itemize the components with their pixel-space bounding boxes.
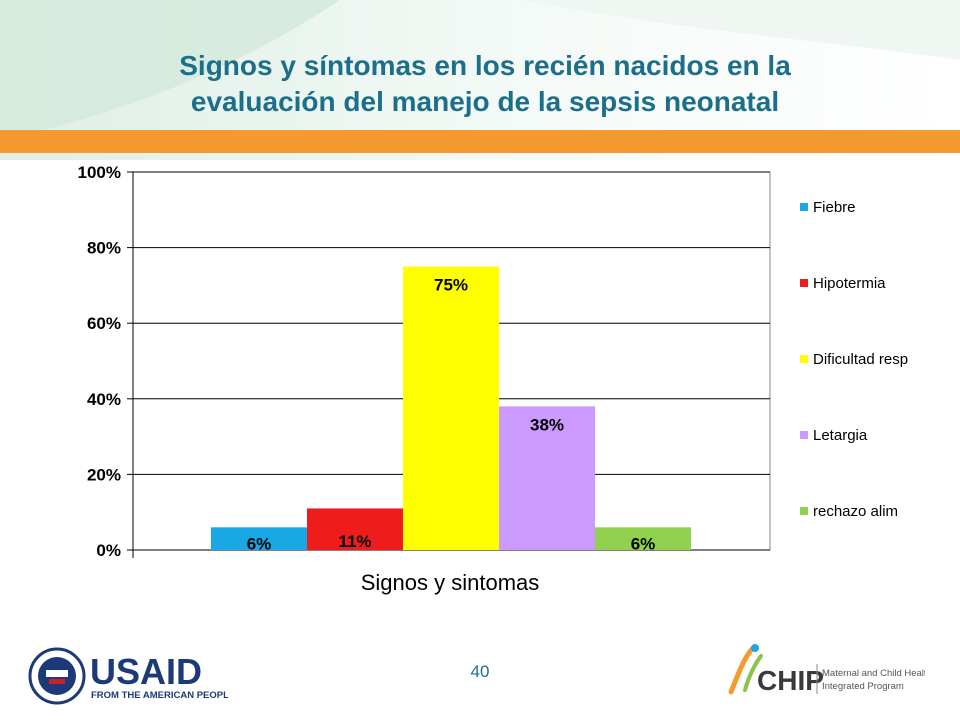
usaid-tagline: FROM THE AMERICAN PEOPLE [91, 690, 228, 701]
orange-divider-band [0, 130, 960, 153]
mchip-tagline-2: Integrated Program [822, 681, 904, 692]
data-labels: 6% 11% 75% 38% 6% [247, 276, 656, 554]
usaid-logo: USAID FROM THE AMERICAN PEOPLE [28, 647, 228, 705]
legend-swatch [800, 279, 808, 287]
data-label: 6% [631, 534, 656, 553]
title-line-2: evaluación del manejo de la sepsis neona… [190, 86, 780, 117]
bar-dificultad-resp [403, 266, 499, 550]
legend-label: Hipotermia [813, 275, 886, 292]
y-axis-ticks: 0% 20% 40% 60% 80% 100% [78, 163, 121, 560]
bar-chart: 0% 20% 40% 60% 80% 100% 6% 11% 75% 38% 6% Fiebre H… [78, 163, 909, 595]
data-label: 11% [338, 532, 371, 551]
page-number: 40 [470, 662, 490, 681]
chart-bars [211, 266, 691, 550]
mchip-tagline-1: Maternal and Child Health [822, 668, 925, 679]
bar-fiebre [211, 527, 307, 550]
legend-swatch [800, 431, 808, 439]
legend-label: Fiebre [813, 199, 856, 216]
y-tick-label: 0% [96, 541, 121, 560]
y-tick-label: 40% [87, 390, 121, 409]
y-tick-label: 100% [78, 163, 121, 182]
y-tick-label: 80% [87, 239, 121, 258]
slide-title: Signos y síntomas en los recién nacidos … [60, 48, 910, 120]
mchip-logo: CHIP Maternal and Child Health Integrate… [728, 644, 925, 696]
legend-label: Dificultad resp [813, 351, 908, 368]
y-tick-label: 60% [87, 314, 121, 333]
legend-swatch [800, 507, 808, 515]
mchip-wordmark: CHIP [757, 665, 824, 696]
chart-legend: Fiebre Hipotermia Dificultad resp Letargia r… [800, 199, 908, 520]
usaid-wordmark: USAID [90, 651, 202, 692]
data-label: 38% [530, 415, 564, 434]
data-label: 75% [434, 276, 468, 295]
bar-letargia [499, 406, 595, 550]
x-axis-label: Signos y sintomas [361, 570, 540, 595]
legend-label: Letargia [813, 427, 868, 444]
legend-swatch [800, 355, 808, 363]
data-label: 6% [247, 534, 272, 553]
bar-hipotermia [307, 508, 403, 550]
bar-rechazo-alim [595, 527, 691, 550]
y-tick-label: 20% [87, 465, 121, 484]
title-line-1: Signos y síntomas en los recién nacidos … [179, 50, 791, 81]
legend-swatch [800, 203, 808, 211]
legend-label: rechazo alim [813, 503, 898, 520]
